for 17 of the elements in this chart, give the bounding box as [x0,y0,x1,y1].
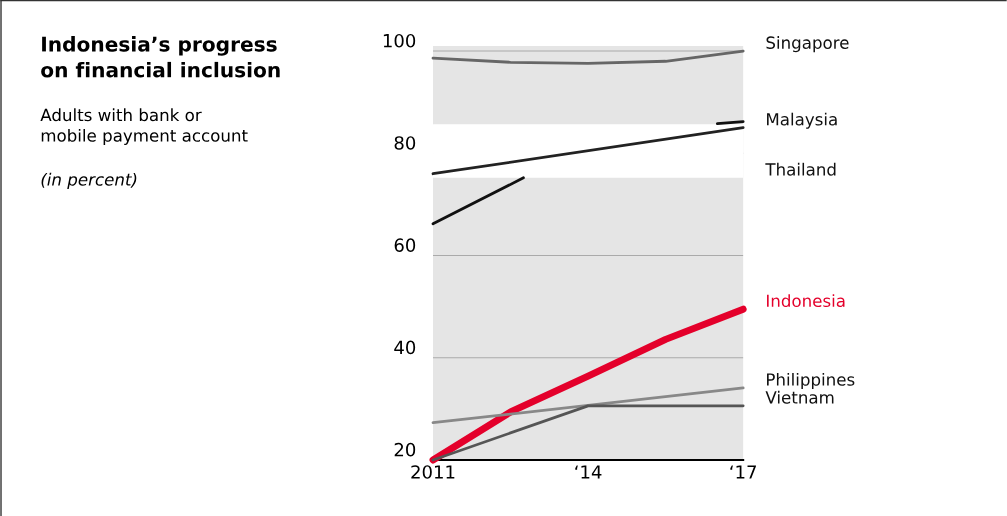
x-tick-label: ‘17 [730,465,756,479]
series-label: Vietnam [765,390,834,404]
y-tick-label: 80 [394,136,416,150]
y-tick-label: 40 [394,340,416,355]
series-label: Indonesia [767,294,845,308]
text: Thailand [765,162,836,176]
y-tick-label: 100 [383,33,416,48]
x-tick-label: 2011 [411,465,455,479]
text: Indonesia’s progress on financial inclusion [41,36,280,78]
series-label: Singapore [766,36,849,53]
y-tick-label: 20 [394,442,416,457]
text: Adults with bank or mobile payment account [40,108,248,146]
series-label: Philippines [767,372,855,390]
x-tick-label: ‘14 [575,465,602,479]
series-label: Malaysia [767,112,837,129]
text: (in percent) [41,172,137,189]
y-tick-label: 60 [394,238,416,253]
